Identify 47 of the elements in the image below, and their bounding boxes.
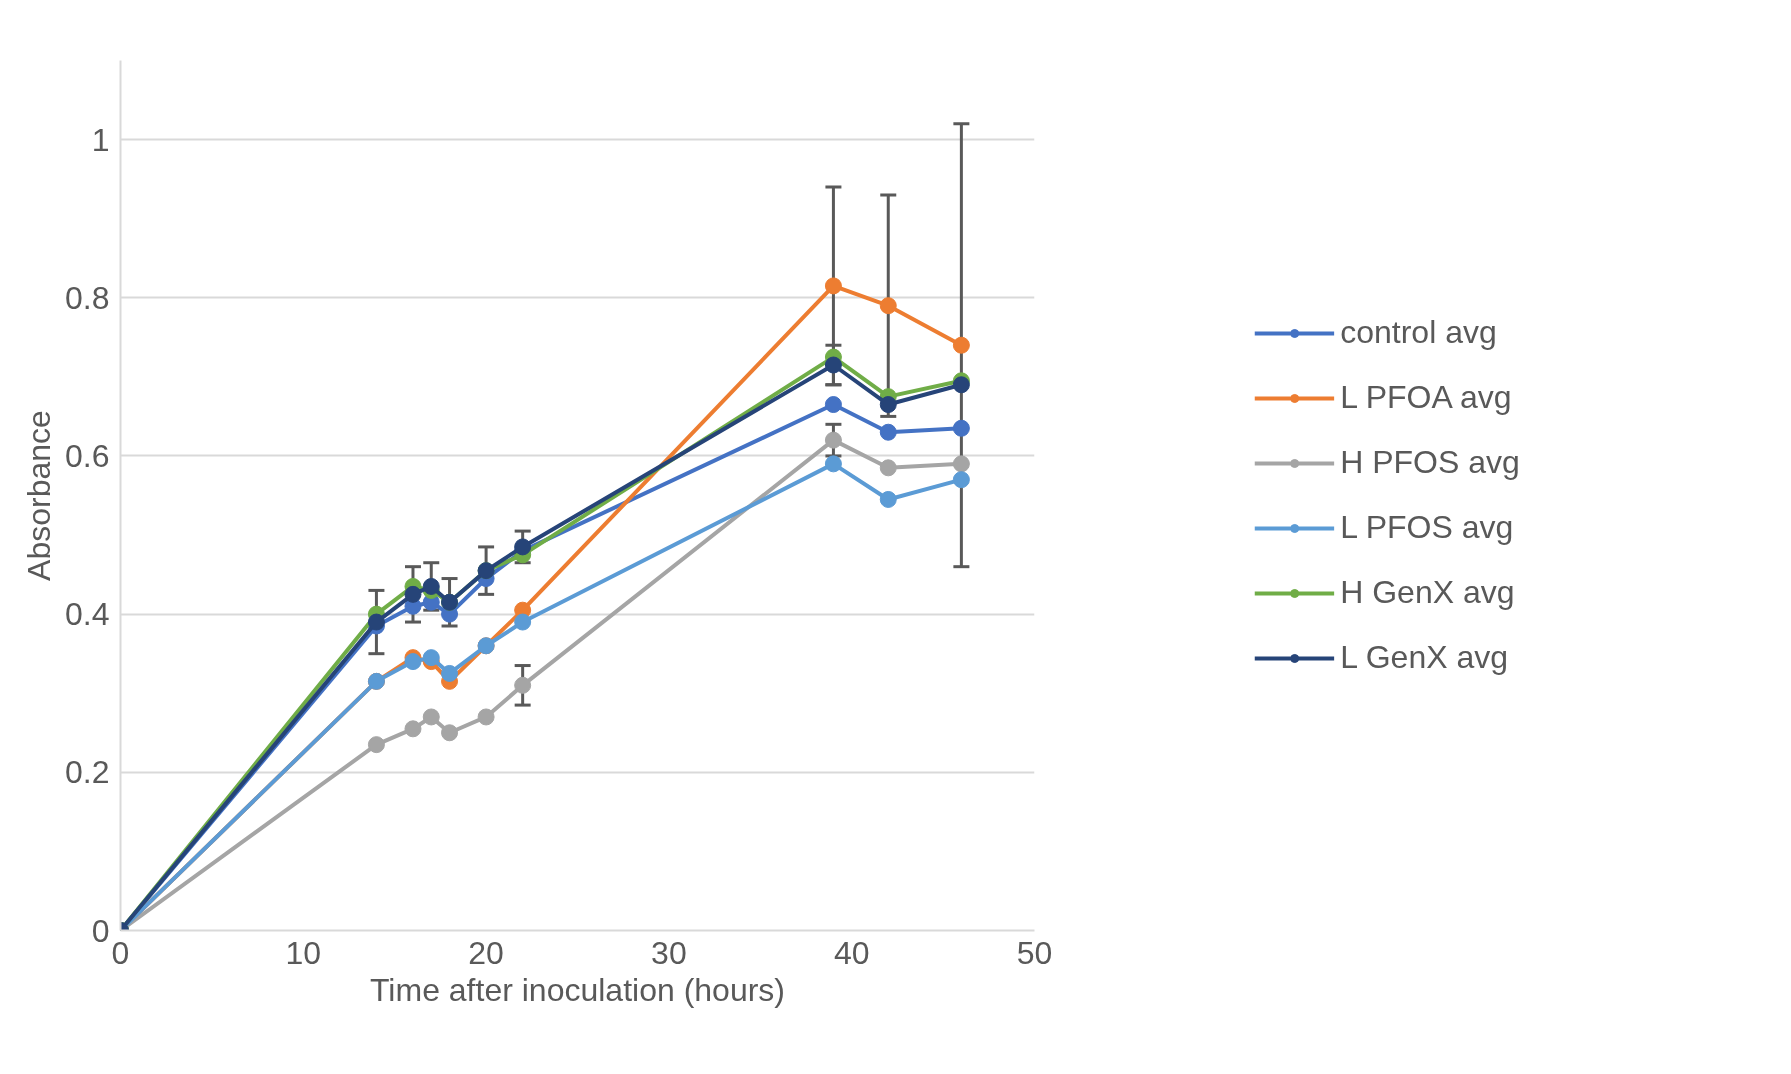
- legend-label: L GenX avg: [1340, 639, 1509, 676]
- point: [477, 708, 495, 726]
- point: [367, 613, 385, 631]
- point: [422, 649, 440, 667]
- point: [441, 664, 459, 682]
- point: [514, 613, 532, 631]
- legend-label: L PFOS avg: [1340, 509, 1514, 546]
- y-tick-label: 0.4: [65, 596, 110, 633]
- x-tick-label: 20: [468, 934, 504, 971]
- point: [514, 676, 532, 694]
- point: [952, 455, 970, 473]
- point: [404, 720, 422, 738]
- point: [514, 538, 532, 556]
- y-tick-label: 0.2: [65, 754, 110, 791]
- y-axis-title: Absorbance: [21, 410, 58, 581]
- point: [404, 653, 422, 671]
- y-tick-label: 1: [91, 121, 110, 158]
- legend-label: H PFOS avg: [1340, 444, 1520, 481]
- x-axis-title: Time after inoculation (hours): [370, 971, 785, 1008]
- point: [952, 471, 970, 489]
- x-tick-label: 50: [1016, 934, 1053, 971]
- point: [441, 724, 459, 742]
- y-tick-label: 0.6: [65, 437, 110, 474]
- point: [952, 376, 970, 394]
- x-tick-label: 40: [833, 934, 870, 971]
- point: [824, 431, 842, 449]
- point: [952, 336, 970, 354]
- point: [824, 455, 842, 473]
- y-tick-label: 0.8: [65, 279, 110, 316]
- point: [879, 423, 897, 441]
- point: [879, 490, 897, 508]
- point: [879, 297, 897, 315]
- point: [367, 736, 385, 754]
- point: [824, 277, 842, 295]
- x-tick-label: 10: [285, 934, 322, 971]
- point: [879, 459, 897, 477]
- x-tick-label: 30: [651, 934, 687, 971]
- legend-label: H GenX avg: [1340, 574, 1515, 611]
- point: [422, 708, 440, 726]
- point: [952, 419, 970, 437]
- point: [422, 577, 440, 595]
- point: [824, 396, 842, 414]
- legend-label: L PFOA avg: [1340, 379, 1512, 416]
- legend-label: control avg: [1340, 314, 1497, 351]
- point: [404, 585, 422, 603]
- point: [879, 396, 897, 414]
- point: [824, 356, 842, 374]
